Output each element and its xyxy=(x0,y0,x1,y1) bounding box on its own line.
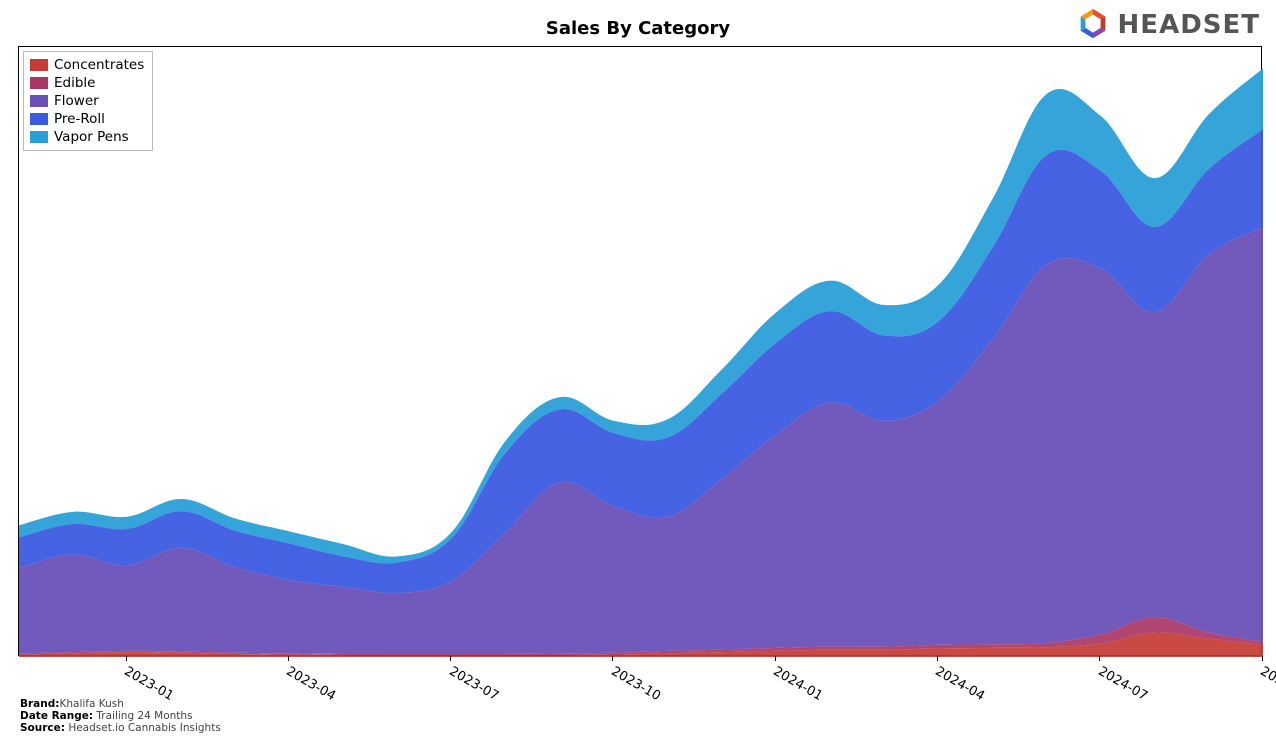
legend-item: Flower xyxy=(30,92,144,110)
x-tick-mark xyxy=(937,656,938,661)
meta-brand: Brand:Khalifa Kush xyxy=(20,698,124,710)
legend-item: Edible xyxy=(30,74,144,92)
x-tick-mark xyxy=(450,656,451,661)
legend-swatch xyxy=(30,95,48,107)
headset-logo-text: HEADSET xyxy=(1118,10,1260,40)
x-tick-label: 2024-07 xyxy=(1095,664,1150,704)
legend: Concentrates Edible Flower Pre-Roll Vapor Pe… xyxy=(23,51,153,151)
legend-swatch xyxy=(30,77,48,89)
legend-item: Pre-Roll xyxy=(30,110,144,128)
legend-label: Flower xyxy=(54,93,99,109)
x-tick-label: 2024-01 xyxy=(771,664,826,704)
legend-label: Edible xyxy=(54,75,95,91)
x-tick-mark xyxy=(612,656,613,661)
x-tick-mark xyxy=(1099,656,1100,661)
x-tick-mark xyxy=(1262,656,1263,661)
legend-swatch xyxy=(30,131,48,143)
headset-logo: HEADSET xyxy=(1074,6,1260,44)
headset-logo-icon xyxy=(1074,6,1112,44)
chart-plot-area: Concentrates Edible Flower Pre-Roll Vapor Pe… xyxy=(18,46,1262,656)
x-tick-label: 2023-07 xyxy=(446,664,501,704)
meta-source: Source: Headset.io Cannabis Insights xyxy=(20,722,221,734)
legend-item: Vapor Pens xyxy=(30,128,144,146)
legend-item: Concentrates xyxy=(30,56,144,74)
stacked-area-chart xyxy=(19,47,1263,657)
legend-swatch xyxy=(30,113,48,125)
legend-label: Pre-Roll xyxy=(54,111,105,127)
x-tick-label: 2023-01 xyxy=(122,664,177,704)
legend-swatch xyxy=(30,59,48,71)
x-tick-label: 2024-04 xyxy=(933,664,988,704)
x-tick-mark xyxy=(126,656,127,661)
meta-date-range: Date Range: Trailing 24 Months xyxy=(20,710,193,722)
x-tick-mark xyxy=(775,656,776,661)
legend-label: Vapor Pens xyxy=(54,129,129,145)
x-tick-label: 2023-10 xyxy=(608,664,663,704)
x-tick-label: 2023-04 xyxy=(284,664,339,704)
legend-label: Concentrates xyxy=(54,57,144,73)
x-tick-label: 2024-10 xyxy=(1258,664,1276,704)
x-tick-mark xyxy=(288,656,289,661)
